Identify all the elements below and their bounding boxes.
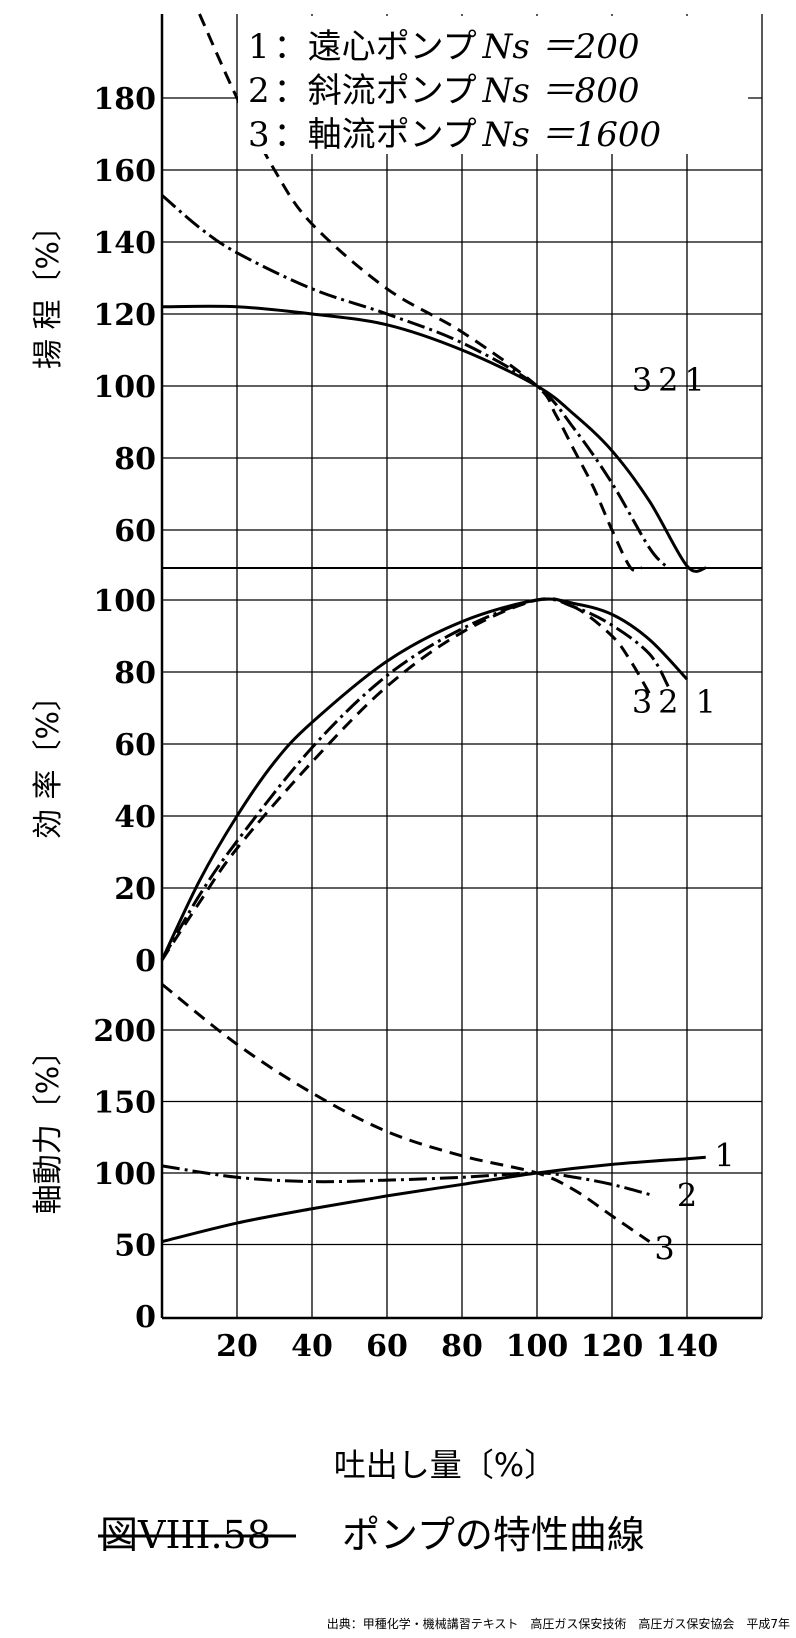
y-tick-label: 80 xyxy=(114,442,156,477)
curve-head-3 xyxy=(198,13,643,573)
y-tick-label: 80 xyxy=(114,656,156,691)
curve-head-1 xyxy=(161,304,707,573)
legend-pump-type: ：斜流ポンプ xyxy=(274,71,477,111)
curve-label-efficiency: 1 xyxy=(696,683,716,721)
y-tick-label: 20 xyxy=(114,872,156,907)
y-axis-label-power: 軸動力〔%〕 xyxy=(31,1036,66,1215)
curve-label-power: 1 xyxy=(714,1136,734,1174)
figure-title: ポンプの特性曲線 xyxy=(342,1513,645,1557)
y-tick-label: 100 xyxy=(93,584,156,619)
curve-power-3 xyxy=(161,983,651,1243)
x-tick-label: 40 xyxy=(291,1329,333,1364)
legend-pump-type: ：遠心ポンプ xyxy=(274,27,477,67)
legend-ns-value: Ns ＝1600 xyxy=(482,115,662,155)
x-tick-label: 140 xyxy=(656,1329,719,1364)
y-tick-label: 200 xyxy=(93,1014,156,1049)
legend-pump-type: ：軸流ポンプ xyxy=(274,115,477,155)
source-credit: 出典：甲種化学・機械講習テキスト 高圧ガス保安技術 高圧ガス保安協会 平成7年 xyxy=(327,1616,790,1631)
curve-label-head: 3 xyxy=(632,361,652,399)
legend-number: 2 xyxy=(248,71,270,111)
x-tick-label: 60 xyxy=(366,1329,408,1364)
legend-number: 1 xyxy=(248,27,270,67)
x-axis-label: 吐出し量〔%〕 xyxy=(334,1446,556,1484)
x-tick-label: 100 xyxy=(506,1329,569,1364)
curve-label-power: 3 xyxy=(654,1229,674,1267)
y-tick-label: 40 xyxy=(114,800,156,835)
y-tick-label: 0 xyxy=(135,944,156,979)
figure-caption: 図VIII.58 ポンプの特性曲線 xyxy=(98,1513,645,1557)
legend-entry: 2 ：斜流ポンプ Ns ＝800 xyxy=(248,71,640,111)
legend-entry: 3 ：軸流ポンプ Ns ＝1600 xyxy=(248,115,661,155)
x-tick-label: 20 xyxy=(216,1329,258,1364)
y-tick-label: 100 xyxy=(93,1157,156,1192)
curve-power-1 xyxy=(161,1155,706,1244)
x-tick-label: 120 xyxy=(581,1329,644,1364)
y-tick-label: 120 xyxy=(93,298,156,333)
y-tick-label: 150 xyxy=(93,1086,156,1121)
curve-label-efficiency: 3 xyxy=(632,683,652,721)
curve-label-head: 2 xyxy=(658,361,678,399)
y-tick-label: 180 xyxy=(93,82,156,117)
curve-efficiency-3 xyxy=(160,597,651,961)
x-tick-label: 80 xyxy=(441,1329,483,1364)
y-tick-label: 160 xyxy=(93,154,156,189)
y-tick-label: 100 xyxy=(93,370,156,405)
y-tick-label: 0 xyxy=(135,1300,156,1335)
legend-ns-value: Ns ＝800 xyxy=(482,71,640,111)
curve-efficiency-1 xyxy=(160,597,689,961)
curve-power-2 xyxy=(161,1164,650,1196)
curve-label-power: 2 xyxy=(677,1176,697,1214)
y-axis-label-efficiency: 効 率〔%〕 xyxy=(31,681,66,839)
y-tick-label: 50 xyxy=(114,1229,156,1264)
legend-ns-value: Ns ＝200 xyxy=(482,27,640,67)
y-tick-label: 140 xyxy=(93,226,156,261)
legend-number: 3 xyxy=(248,115,270,155)
curves xyxy=(160,13,707,1244)
y-axis-label-head: 揚 程〔%〕 xyxy=(31,211,66,369)
curve-efficiency-2 xyxy=(160,597,670,961)
curve-label-efficiency: 2 xyxy=(658,683,678,721)
y-tick-label: 60 xyxy=(114,728,156,763)
legend-background xyxy=(238,16,748,154)
curve-head-2 xyxy=(161,194,670,570)
grid-lines xyxy=(160,14,763,1320)
legend-entry: 1 ：遠心ポンプ Ns ＝200 xyxy=(248,27,640,67)
y-tick-label: 60 xyxy=(114,514,156,549)
curve-label-head: 1 xyxy=(684,361,704,399)
